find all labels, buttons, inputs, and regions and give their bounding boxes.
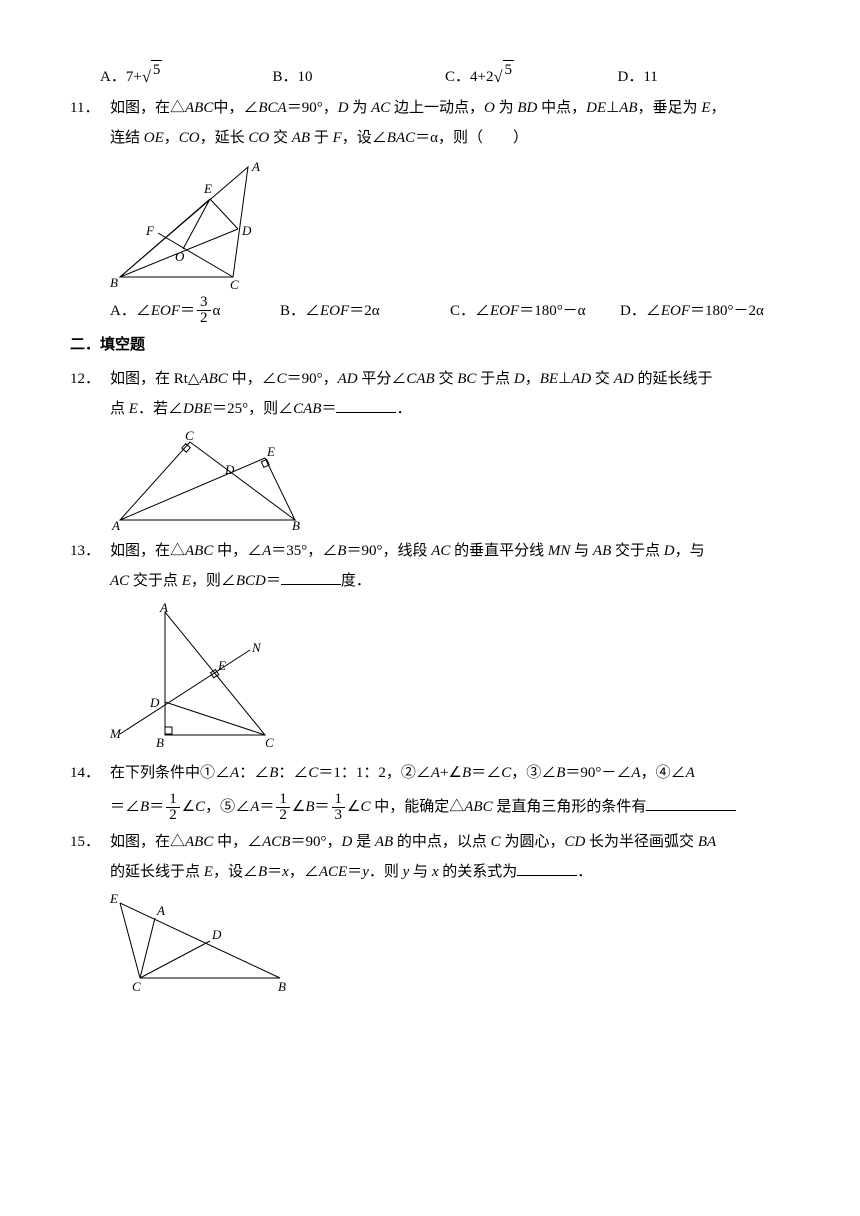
opt-val: 10 <box>298 62 313 92</box>
q11-options: A．∠EOF＝32α B．∠EOF＝2α C．∠EOF＝180°－α D．∠EO… <box>70 295 790 326</box>
answer-blank <box>517 860 577 876</box>
q11-figure: A B C D E F O <box>110 159 280 289</box>
svg-text:C: C <box>265 735 274 750</box>
q12-line2: 点 E．若∠DBE＝25°，则∠CAB＝． <box>70 394 790 424</box>
opt-label: A． <box>100 62 126 92</box>
q-num: 12． <box>70 364 110 394</box>
opt-label: C． <box>445 62 470 92</box>
sqrt-icon: √5 <box>142 60 163 93</box>
svg-text:N: N <box>251 640 262 655</box>
q10-opt-A: A． 7+ √5 <box>100 60 273 93</box>
svg-text:D: D <box>241 223 252 238</box>
q10-opt-B: B． 10 <box>273 60 446 93</box>
fraction: 13 <box>332 792 346 823</box>
opt-val: 4+2 <box>470 62 493 92</box>
q-body: 如图，在△ABC 中，∠A＝35°，∠B＝90°，线段 AC 的垂直平分线 MN… <box>110 536 790 566</box>
svg-text:A: A <box>156 903 165 918</box>
svg-text:E: E <box>203 181 212 196</box>
q-body: 如图，在△ABC 中，∠ACB＝90°，D 是 AB 的中点，以点 C 为圆心，… <box>110 827 790 857</box>
sqrt-icon: √5 <box>493 60 514 93</box>
section-2-head: 二．填空题 <box>70 330 790 360</box>
svg-text:M: M <box>110 726 122 741</box>
q-num: 13． <box>70 536 110 566</box>
svg-text:A: A <box>159 602 168 615</box>
svg-text:B: B <box>278 979 286 993</box>
svg-text:D: D <box>211 927 222 942</box>
q11-opt-D: D．∠EOF＝180°－2α <box>620 295 790 326</box>
svg-text:E: E <box>110 893 118 906</box>
q-num: 15． <box>70 827 110 857</box>
q11-opt-B: B．∠EOF＝2α <box>280 295 450 326</box>
fraction: 32 <box>197 295 211 326</box>
svg-text:B: B <box>110 275 118 289</box>
q13-line2: AC 交于点 E，则∠BCD＝度． <box>70 566 790 596</box>
q15: 15． 如图，在△ABC 中，∠ACB＝90°，D 是 AB 的中点，以点 C … <box>70 827 790 857</box>
q-body: 在下列条件中①∠A：∠B：∠C＝1：1：2，②∠A+∠B＝∠C，③∠B＝90°－… <box>110 758 790 788</box>
svg-text:C: C <box>185 430 194 443</box>
q-num: 11． <box>70 93 110 123</box>
q14-line2: ＝∠B＝12∠C，⑤∠A＝12∠B＝13∠C 中，能确定△ABC 是直角三角形的… <box>70 788 790 827</box>
opt-label: B． <box>273 62 298 92</box>
opt-val: 7+ <box>126 62 142 92</box>
svg-text:E: E <box>217 658 226 673</box>
svg-text:C: C <box>132 979 141 993</box>
q10-options: A． 7+ √5 B． 10 C． 4+2 √5 D． 11 <box>70 60 790 93</box>
q13-figure: A B C D E M N <box>110 602 280 752</box>
answer-blank <box>336 397 396 413</box>
opt-label: D． <box>618 62 644 92</box>
fraction: 12 <box>166 792 180 823</box>
svg-text:O: O <box>175 249 185 264</box>
q14: 14． 在下列条件中①∠A：∠B：∠C＝1：1：2，②∠A+∠B＝∠C，③∠B＝… <box>70 758 790 788</box>
q-body: 如图，在 Rt△ABC 中，∠C＝90°，AD 平分∠CAB 交 BC 于点 D… <box>110 364 790 394</box>
q15-figure: E A D C B <box>110 893 290 993</box>
q10-opt-D: D． 11 <box>618 60 791 93</box>
q11-line2: 连结 OE，CO，延长 CO 交 AB 于 F，设∠BAC＝α，则（ ） <box>70 123 790 153</box>
q15-line2: 的延长线于点 E，设∠B＝x，∠ACE＝y．则 y 与 x 的关系式为． <box>70 857 790 887</box>
fraction: 12 <box>276 792 290 823</box>
q12: 12． 如图，在 Rt△ABC 中，∠C＝90°，AD 平分∠CAB 交 BC … <box>70 364 790 394</box>
q-body: 如图，在△ABC中，∠BCA＝90°，D 为 AC 边上一动点，O 为 BD 中… <box>110 93 790 123</box>
svg-text:B: B <box>292 518 300 530</box>
svg-text:E: E <box>266 444 275 459</box>
q12-figure: A B C D E <box>110 430 320 530</box>
q13: 13． 如图，在△ABC 中，∠A＝35°，∠B＝90°，线段 AC 的垂直平分… <box>70 536 790 566</box>
q-num: 14． <box>70 758 110 788</box>
svg-text:D: D <box>224 462 235 477</box>
svg-text:A: A <box>251 159 260 174</box>
q11-opt-C: C．∠EOF＝180°－α <box>450 295 620 326</box>
svg-text:D: D <box>149 695 160 710</box>
q11: 11． 如图，在△ABC中，∠BCA＝90°，D 为 AC 边上一动点，O 为 … <box>70 93 790 123</box>
q10-opt-C: C． 4+2 √5 <box>445 60 618 93</box>
svg-text:F: F <box>145 223 155 238</box>
svg-text:A: A <box>111 518 120 530</box>
svg-text:C: C <box>230 277 239 289</box>
answer-blank <box>646 795 736 811</box>
answer-blank <box>281 569 341 585</box>
svg-text:B: B <box>156 735 164 750</box>
opt-val: 11 <box>643 62 657 92</box>
q11-opt-A: A．∠EOF＝32α <box>110 295 280 326</box>
